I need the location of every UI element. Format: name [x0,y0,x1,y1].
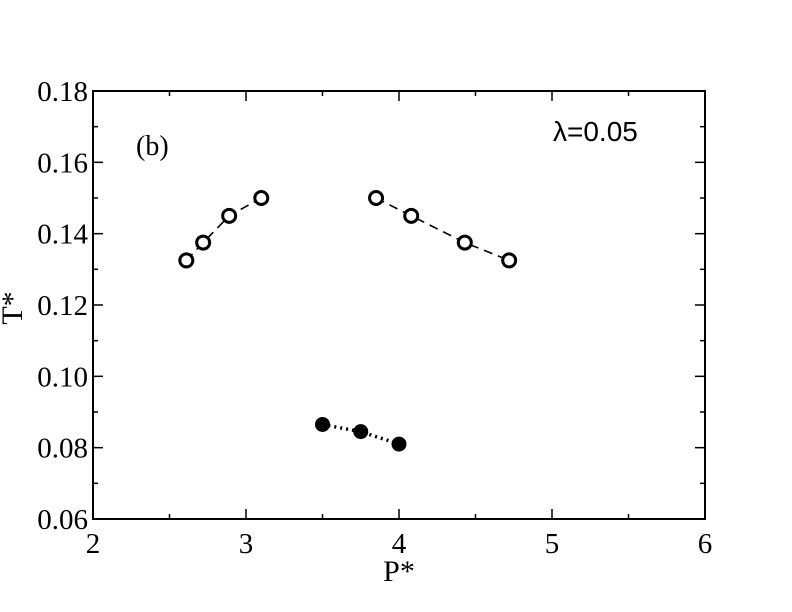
axis-ticks: 2 3 4 5 6 0.06 0.08 0.10 0.12 0.14 0.16 0.18 [37,76,712,560]
data-point [221,207,238,224]
series-line-1 [185,197,262,261]
data-point [391,436,407,452]
series-line-3 [322,422,400,446]
y-tick-label: 0.16 [37,147,88,179]
y-tick-label: 0.08 [37,433,88,465]
series-line-2 [375,197,510,262]
data-point [403,207,420,224]
panel-label: (b) [136,131,169,162]
series-layer [178,190,518,452]
data-point [178,252,195,269]
x-tick-label: 4 [392,528,407,560]
y-tick-label: 0.10 [37,361,88,393]
x-axis-label: P* [383,555,415,588]
data-point [501,252,518,269]
data-point [195,234,212,251]
y-axis-label: T* [0,291,29,324]
y-tick-label: 0.12 [37,290,88,322]
x-tick-label: 5 [545,528,560,560]
y-tick-label: 0.18 [37,76,88,108]
x-tick-label: 3 [239,528,254,560]
parameter-label: λ=0.05 [553,116,638,147]
y-tick-label: 0.14 [37,219,88,251]
data-point [253,190,270,206]
y-tick-label: 0.06 [37,504,88,536]
data-point [315,416,330,432]
plot-frame [92,90,706,520]
x-tick-label: 6 [698,528,713,560]
x-tick-label: 2 [86,528,101,560]
data-point [353,424,369,440]
data-point [368,190,385,206]
data-point [456,234,473,251]
